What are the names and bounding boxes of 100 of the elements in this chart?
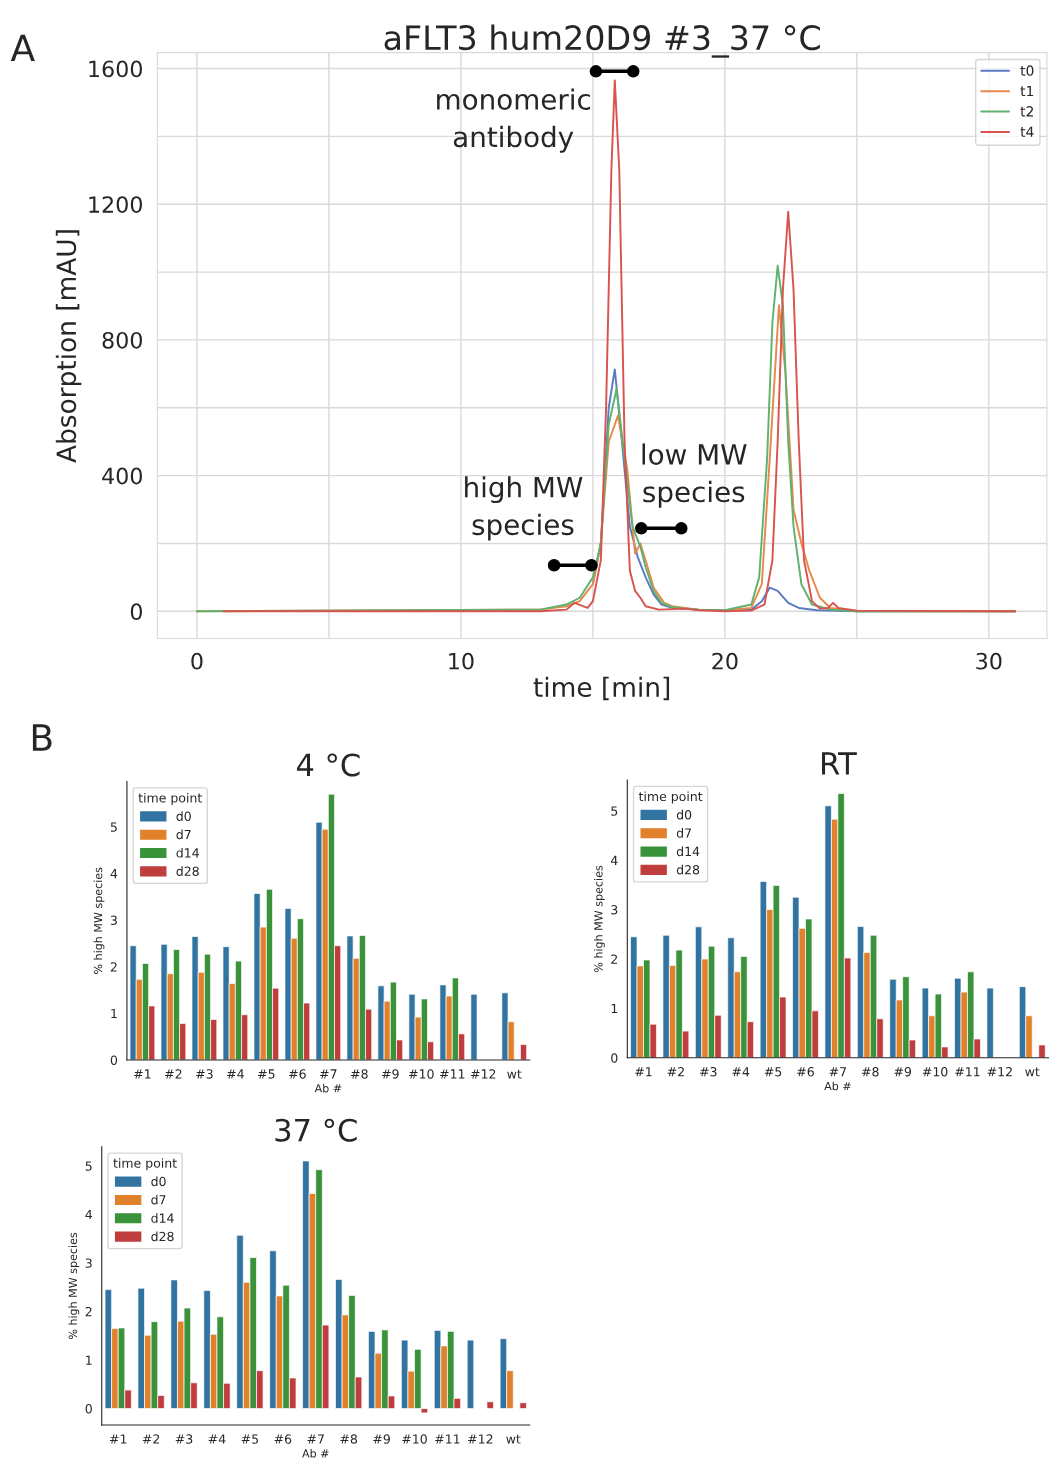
legend-label: t0 (1020, 65, 1034, 76)
legend-title: time point (638, 791, 703, 804)
x-tick-label: #1 (109, 1434, 127, 1444)
legend-title: time point (138, 792, 202, 805)
legend-label: d14 (676, 846, 700, 857)
y-tick-label: 2 (110, 962, 117, 972)
x-tick-label: wt (1025, 1067, 1040, 1077)
x-tick-label: #5 (764, 1067, 782, 1077)
x-tick-label: #8 (351, 1069, 368, 1079)
bar (486, 1401, 494, 1409)
y-tick-label: 3 (85, 1258, 92, 1268)
x-tick-label: #2 (667, 1067, 684, 1077)
y-tick-label: 5 (110, 822, 117, 832)
y-tick-label: 400 (102, 467, 142, 485)
y-axis-title: Absorption [mAU] (55, 230, 82, 463)
x-tick-label: #11 (435, 1434, 460, 1444)
y-tick-label: 1 (86, 1355, 92, 1365)
annotation: monomeric antibody (437, 88, 591, 153)
y-tick-label: 0 (110, 1055, 118, 1065)
bar (519, 1402, 527, 1409)
x-tick-label: wt (506, 1434, 521, 1444)
y-tick-label: 2 (611, 954, 618, 964)
chart-title: RT (822, 752, 857, 775)
x-tick-label: #8 (862, 1067, 879, 1077)
x-tick-label: #12 (471, 1069, 496, 1079)
x-tick-label: #12 (987, 1067, 1012, 1077)
x-tick-label: #10 (409, 1069, 434, 1079)
y-axis-title: % high MW species (93, 867, 105, 974)
legend-label: t2 (1020, 106, 1034, 117)
legend-label: d14 (176, 847, 199, 858)
y-tick-label: 4 (610, 855, 618, 865)
chart-title: 37 °C (275, 1118, 357, 1142)
x-tick-label: #1 (134, 1069, 151, 1079)
x-axis-title: Ab # (824, 1081, 851, 1091)
x-tick-label: #7 (307, 1434, 324, 1444)
x-tick-label: #1 (635, 1067, 652, 1077)
legend-label: t4 (1020, 126, 1034, 137)
x-tick-label: #9 (382, 1069, 399, 1079)
x-tick-label: #10 (402, 1434, 427, 1444)
bar (466, 1339, 475, 1409)
x-tick-label: #4 (227, 1069, 244, 1079)
line-series (222, 79, 1017, 613)
annotation: high MW species (465, 476, 583, 541)
legend-label: t1 (1020, 85, 1034, 97)
text: B (32, 724, 52, 751)
y-tick-label: 4 (110, 869, 118, 879)
legend-label: d14 (151, 1213, 174, 1223)
legend-label: d28 (676, 864, 700, 875)
x-tick-label: #11 (440, 1069, 465, 1079)
chart-title: aFLT3 hum20D9 #3_37 °C (384, 24, 820, 58)
x-tick-label: #3 (700, 1067, 717, 1077)
legend-label: d7 (151, 1194, 166, 1205)
x-tick-label: 30 (976, 652, 1002, 670)
bar (470, 993, 478, 1060)
legend-label: d28 (176, 866, 199, 876)
bar (520, 1044, 527, 1060)
legend-label: d7 (676, 828, 691, 838)
x-tick-label: 10 (449, 652, 474, 670)
legend-label: d7 (176, 829, 191, 840)
y-tick-label: 0 (130, 603, 142, 621)
y-tick-label: 4 (85, 1210, 93, 1220)
x-tick-label: #9 (894, 1067, 912, 1077)
x-tick-label: wt (507, 1069, 522, 1079)
annotation: low MW species (642, 443, 747, 508)
y-tick-label: 2 (85, 1306, 92, 1317)
y-axis-title: % high MW species (68, 1232, 80, 1340)
x-tick-label: #6 (289, 1069, 306, 1079)
x-axis-title: Ab # (314, 1083, 342, 1093)
x-tick-label: #3 (175, 1434, 193, 1444)
y-tick-label: 0 (611, 1053, 618, 1063)
x-tick-label: #2 (165, 1069, 182, 1079)
x-tick-label: #6 (274, 1434, 292, 1444)
x-tick-label: #7 (320, 1069, 337, 1079)
y-tick-label: 3 (110, 915, 117, 926)
x-tick-label: 20 (712, 652, 738, 670)
x-tick-label: #4 (732, 1067, 750, 1077)
x-tick-label: 0 (191, 652, 203, 670)
x-tick-label: #5 (258, 1069, 275, 1079)
legend-label: d0 (676, 809, 692, 820)
x-tick-label: #8 (340, 1434, 358, 1444)
y-tick-label: 1 (611, 1004, 618, 1014)
x-axis-title: time [min] (533, 676, 670, 701)
legend-label: d0 (176, 811, 191, 821)
bar (1038, 1044, 1046, 1058)
x-axis-title: Ab # (302, 1448, 329, 1458)
y-tick-label: 3 (611, 905, 618, 915)
x-tick-label: #2 (142, 1434, 160, 1444)
y-tick-label: 1200 (89, 196, 142, 213)
y-tick-label: 0 (85, 1404, 92, 1414)
y-tick-label: 5 (85, 1161, 92, 1171)
x-tick-label: #11 (955, 1067, 980, 1077)
legend-title: time point (113, 1158, 177, 1171)
legend-label: d0 (151, 1176, 166, 1187)
y-tick-label: 800 (102, 331, 142, 349)
x-tick-label: #4 (208, 1434, 226, 1444)
y-tick-label: 1 (111, 1008, 117, 1019)
x-tick-label: #7 (829, 1067, 847, 1077)
y-axis-title: % high MW species (594, 865, 605, 973)
y-tick-label: 5 (611, 806, 618, 816)
chart-title: 4 °C (296, 753, 360, 777)
